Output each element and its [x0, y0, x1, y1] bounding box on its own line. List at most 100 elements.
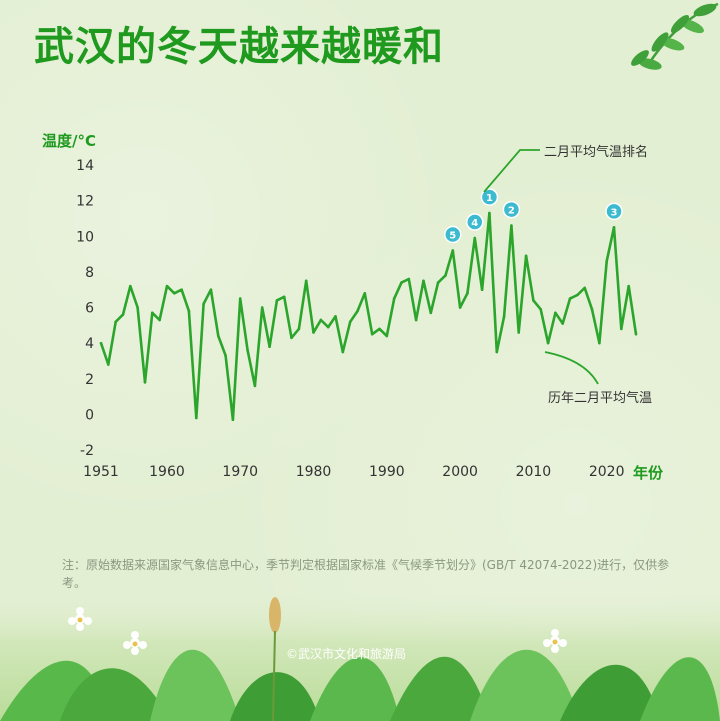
- data-point: [627, 284, 630, 288]
- data-point: [194, 416, 198, 420]
- x-axis-label: 年份: [633, 464, 664, 482]
- rank-marker-label: 3: [611, 207, 618, 218]
- rank-marker-circle: [605, 202, 623, 221]
- data-point: [458, 306, 462, 309]
- data-point: [392, 297, 396, 300]
- data-point: [304, 279, 308, 283]
- data-point: [436, 281, 440, 284]
- data-point: [216, 334, 220, 338]
- data-point: [253, 384, 257, 388]
- rank-marker: 5: [444, 225, 462, 244]
- x-tick-label: 1970: [222, 464, 258, 480]
- data-point: [539, 307, 543, 311]
- page-title: 武汉的冬天越来越暖和: [34, 24, 444, 70]
- data-point: [620, 327, 623, 331]
- data-point: [260, 306, 264, 309]
- y-tick-label: 12: [76, 194, 94, 210]
- data-point: [114, 320, 117, 324]
- y-axis: -2 0 2 4 6 8 10 12 14: [76, 158, 94, 459]
- y-axis-label: 温度/°C: [42, 132, 96, 150]
- data-point: [466, 291, 469, 295]
- data-point: [136, 306, 139, 309]
- y-tick-label: 4: [85, 336, 94, 352]
- data-point: [517, 331, 521, 334]
- data-point: [422, 279, 425, 283]
- data-point: [480, 288, 484, 291]
- data-point: [268, 345, 271, 348]
- rank-marker-label: 4: [471, 218, 478, 229]
- x-tick-label: 2000: [442, 464, 478, 480]
- footnote: 注：原始数据来源国家气象信息中心，季节判定根据国家标准《气候季节划分》(GB/T…: [62, 558, 670, 590]
- y-tick-label: 10: [76, 229, 94, 245]
- data-point: [634, 332, 638, 336]
- data-point: [231, 418, 235, 422]
- data-point: [238, 297, 242, 300]
- rank-marker-circle: [466, 213, 484, 231]
- y-tick-label: 2: [85, 372, 94, 388]
- rank-marker-circle: [444, 225, 462, 244]
- data-point: [209, 288, 213, 291]
- data-point: [378, 327, 381, 331]
- data-point: [326, 325, 330, 329]
- x-tick-label: 2020: [589, 464, 625, 480]
- data-point: [488, 211, 491, 215]
- data-point: [583, 286, 586, 290]
- data-point: [356, 309, 359, 313]
- x-tick-label: 1990: [369, 464, 405, 480]
- data-point: [429, 311, 433, 315]
- data-point: [605, 259, 608, 263]
- data-point: [187, 309, 191, 313]
- y-tick-label: 8: [85, 265, 94, 281]
- data-point: [143, 381, 147, 384]
- rank-markers: 1 2 3 4 5: [444, 188, 623, 244]
- data-point: [158, 318, 161, 322]
- rank-marker-circle: [502, 200, 521, 219]
- data-point: [554, 311, 557, 315]
- data-point: [224, 354, 227, 357]
- rank-marker-label: 2: [508, 206, 515, 217]
- rank-marker-label: 1: [486, 193, 493, 204]
- series-callout-line: [544, 351, 599, 385]
- rank-marker-label: 5: [449, 231, 456, 242]
- data-point: [348, 320, 352, 324]
- data-point: [414, 318, 418, 322]
- data-point: [598, 341, 601, 345]
- data-point: [385, 334, 389, 338]
- data-point: [400, 281, 403, 284]
- data-point: [510, 224, 513, 227]
- data-point: [568, 297, 572, 300]
- data-point: [444, 274, 447, 277]
- series-line: [99, 211, 638, 422]
- data-point: [590, 307, 594, 311]
- leaf-decoration-icon: [631, 2, 719, 70]
- credit-text: ©武汉市文化和旅游局: [286, 647, 407, 661]
- data-point: [532, 299, 535, 302]
- y-tick-label: -2: [80, 443, 94, 459]
- y-tick-label: 14: [76, 158, 94, 174]
- data-point: [370, 332, 374, 336]
- data-point: [612, 226, 616, 229]
- data-point: [297, 327, 301, 331]
- rank-marker: 1: [480, 188, 499, 206]
- data-point: [407, 277, 411, 281]
- grass-decoration-icon: [0, 591, 720, 721]
- data-point: [334, 315, 337, 318]
- data-point: [576, 293, 579, 297]
- x-tick-label: 1951: [83, 464, 119, 480]
- data-point: [363, 291, 367, 295]
- data-point: [202, 302, 205, 306]
- data-point: [129, 284, 132, 288]
- data-point: [282, 295, 286, 299]
- data-point: [275, 299, 279, 302]
- data-point: [524, 254, 528, 258]
- x-axis: 1951 1960 1970 1980 1990 2000 2010 2020: [83, 464, 624, 480]
- data-point: [502, 315, 506, 318]
- data-point: [312, 331, 315, 334]
- x-tick-label: 2010: [516, 464, 552, 480]
- y-tick-label: 6: [85, 301, 94, 317]
- x-tick-label: 1960: [149, 464, 185, 480]
- data-point: [121, 313, 125, 316]
- rank-marker: 3: [605, 202, 623, 221]
- rank-marker: 2: [502, 200, 521, 219]
